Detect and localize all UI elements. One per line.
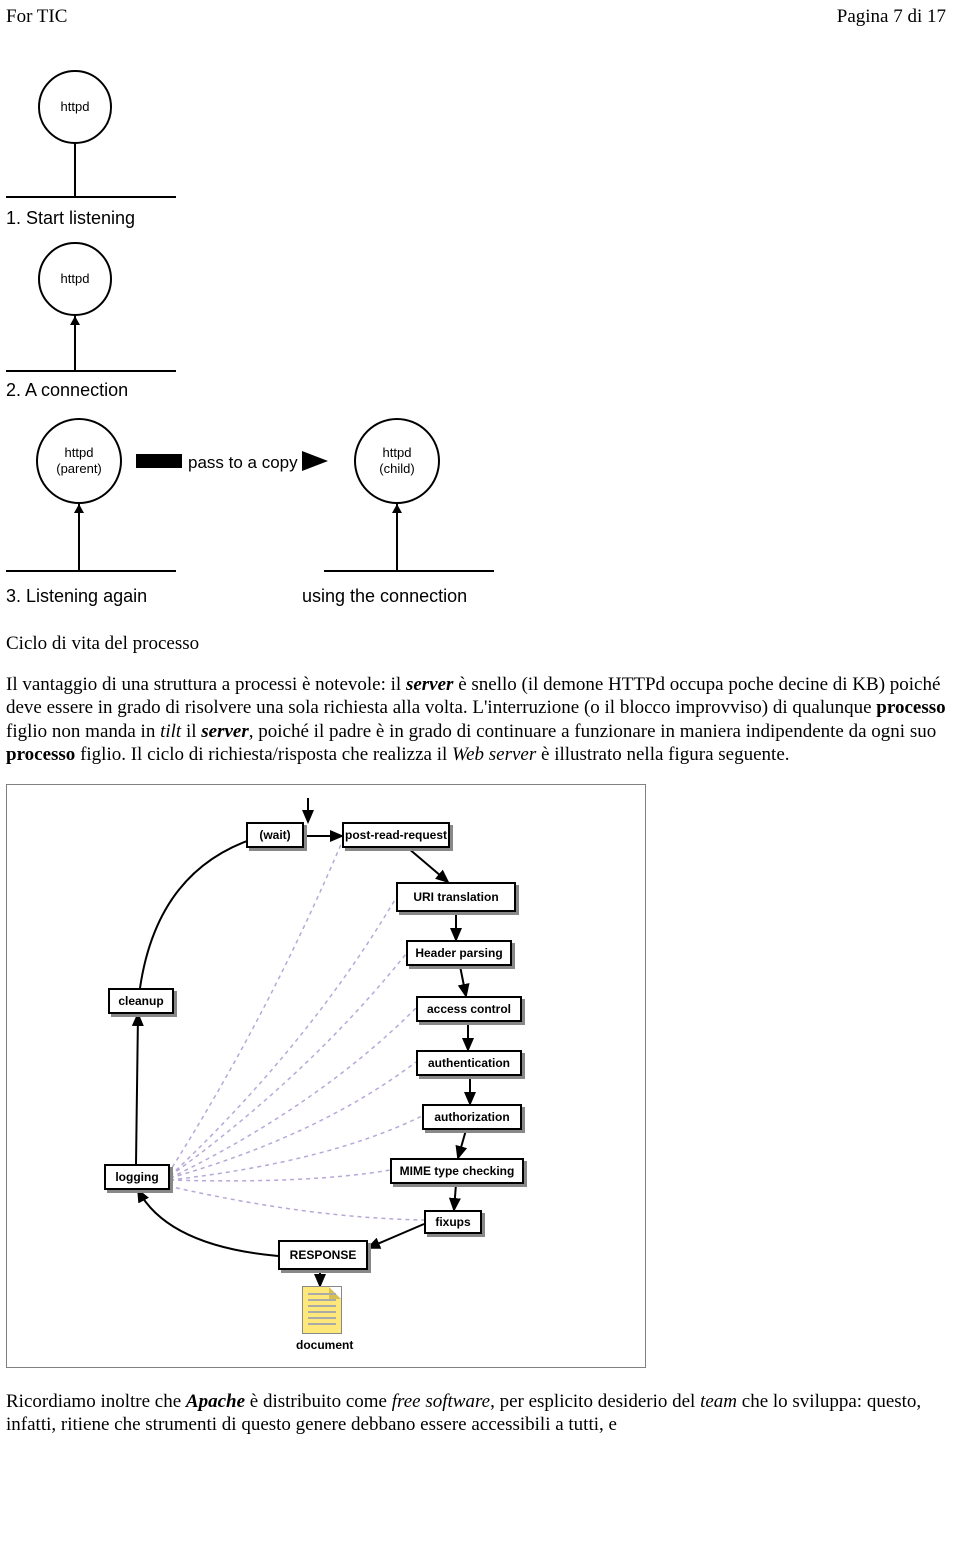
diagram-2-container: (wait) post-read-request URI translation He…	[0, 766, 960, 1368]
baseline	[6, 370, 176, 372]
document-icon	[302, 1286, 342, 1334]
flow-node-autz: authorization	[422, 1104, 522, 1130]
process-node: httpd	[38, 242, 112, 316]
flow-node-wait: (wait)	[246, 822, 304, 848]
process-node: httpd	[38, 70, 112, 144]
diagram-label: pass to a copy	[188, 453, 298, 473]
flow-node-mime: MIME type checking	[390, 1158, 524, 1184]
baseline	[6, 570, 176, 572]
document-label: document	[296, 1338, 353, 1352]
connector-line	[396, 504, 398, 570]
footer-paragraph: Ricordiamo inoltre che Apache è distribu…	[0, 1368, 960, 1436]
flow-node-resp: RESPONSE	[278, 1240, 368, 1270]
page-header: For TIC Pagina 7 di 17	[0, 0, 960, 28]
pass-arrow-icon	[302, 451, 328, 471]
flow-node-uri: URI translation	[396, 882, 516, 912]
connector-line	[74, 144, 76, 196]
arrowhead-icon	[74, 504, 84, 513]
section-title: Ciclo di vita del processo Il vantaggio …	[0, 620, 960, 766]
flowchart-edges	[8, 786, 644, 1366]
request-response-flowchart: (wait) post-read-request URI translation He…	[8, 786, 644, 1366]
flow-node-prr: post-read-request	[342, 822, 450, 848]
arrowhead-icon	[70, 316, 80, 325]
process-lifecycle-diagram: httpd httpd httpd(parent) httpd(child) 1. St…	[6, 70, 586, 620]
flow-node-clean: cleanup	[108, 988, 174, 1014]
diagram-label: 2. A connection	[6, 380, 128, 401]
flow-node-log: logging	[104, 1164, 170, 1190]
flow-node-acc: access control	[416, 996, 522, 1022]
pass-bar	[136, 454, 182, 468]
flow-node-auth: authentication	[416, 1050, 522, 1076]
header-left: For TIC	[6, 6, 67, 28]
process-node: httpd(parent)	[36, 418, 122, 504]
diagram-label: 1. Start listening	[6, 208, 135, 229]
connector-line	[78, 504, 80, 570]
diagram-label: using the connection	[302, 586, 467, 607]
diagram-label: 3. Listening again	[6, 586, 147, 607]
flow-node-fix: fixups	[424, 1210, 482, 1234]
diagram-2-border: (wait) post-read-request URI translation He…	[6, 784, 646, 1368]
process-node: httpd(child)	[354, 418, 440, 504]
arrowhead-icon	[392, 504, 402, 513]
baseline	[324, 570, 494, 572]
diagram-1-container: httpd httpd httpd(parent) httpd(child) 1. St…	[0, 28, 960, 620]
baseline	[6, 196, 176, 198]
header-right: Pagina 7 di 17	[837, 6, 946, 28]
flow-node-hdr: Header parsing	[406, 940, 512, 966]
